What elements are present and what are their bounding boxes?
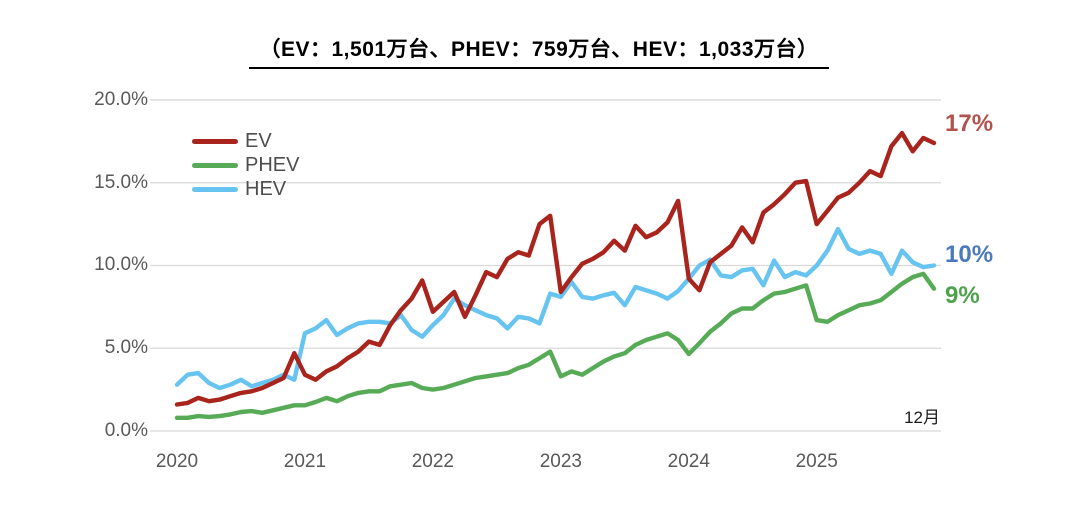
legend-item-ev: EV xyxy=(192,129,299,153)
x-tick-label: 2022 xyxy=(411,451,455,472)
legend-label: HEV xyxy=(245,178,287,200)
y-tick-label: 20.0% xyxy=(94,88,148,110)
end-label-hev: 10% xyxy=(945,241,994,269)
y-tick-label: 0.0% xyxy=(104,420,148,441)
legend-label: PHEV xyxy=(245,154,300,176)
y-tick-label: 15.0% xyxy=(94,171,148,193)
x-tick-label: 2021 xyxy=(283,451,327,472)
legend-swatch-icon xyxy=(192,162,238,168)
x-tick-label: 2023 xyxy=(539,451,582,472)
legend-item-hev: HEV xyxy=(192,177,299,201)
series-line-phev xyxy=(174,271,937,420)
series-line-hev xyxy=(174,226,937,391)
x-tick-label: 2020 xyxy=(155,451,199,472)
y-tick-label: 5.0% xyxy=(104,337,148,359)
legend-swatch-icon xyxy=(192,138,238,144)
y-tick-label: 10.0% xyxy=(94,254,148,276)
x-tick-label: 2024 xyxy=(667,451,710,472)
legend-label: EV xyxy=(245,130,272,152)
legend-item-phev: PHEV xyxy=(192,153,299,177)
end-label-phev: 9% xyxy=(945,281,980,309)
legend: EV PHEV HEV xyxy=(192,129,299,201)
chart-title: （EV：1,501万台、PHEV：759万台、HEV：1,033万台） xyxy=(249,33,829,69)
december-annotation: 12月 xyxy=(904,408,940,427)
series-line-ev xyxy=(174,130,937,407)
legend-swatch-icon xyxy=(192,186,238,192)
end-label-ev: 17% xyxy=(945,109,994,137)
x-tick-label: 2025 xyxy=(795,451,838,472)
